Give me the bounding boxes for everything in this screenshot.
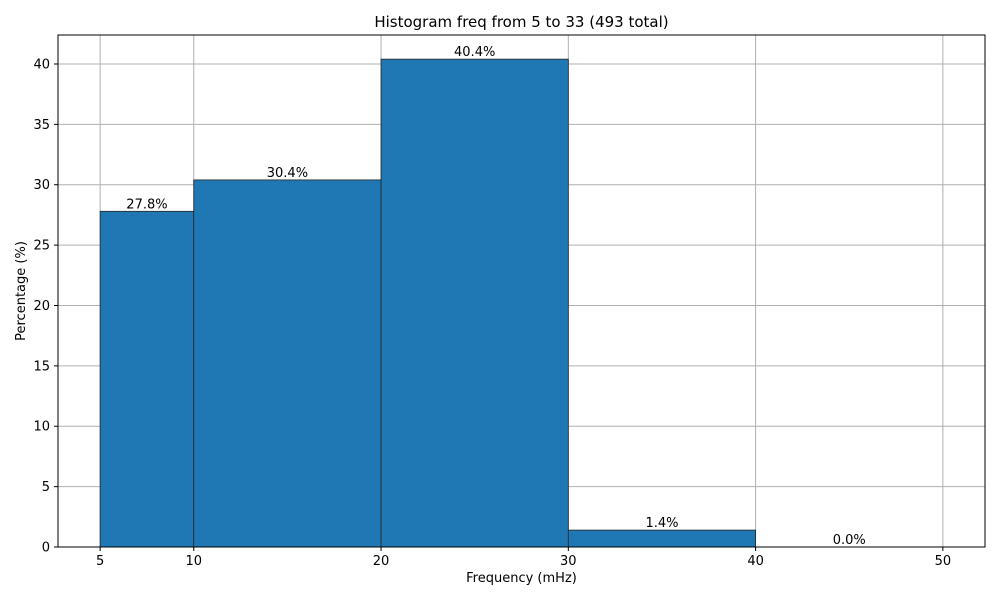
histogram-bar xyxy=(380,58,569,548)
plot-frame xyxy=(57,34,986,548)
bar-value-label: 1.4% xyxy=(645,516,678,531)
y-tick-label: 40 xyxy=(33,57,50,72)
histogram-bar xyxy=(193,179,382,548)
bar-value-label: 40.4% xyxy=(454,45,495,60)
y-tick-label: 10 xyxy=(33,420,50,435)
y-axis-label: Percentage (%) xyxy=(14,241,29,341)
x-tick-label: 40 xyxy=(747,554,764,569)
x-tick-label: 30 xyxy=(560,554,577,569)
bar-value-label: 27.8% xyxy=(126,197,167,212)
x-axis-label: Frequency (mHz) xyxy=(466,571,577,586)
bars xyxy=(99,58,756,548)
x-tick-label: 20 xyxy=(373,554,390,569)
y-tick-label: 20 xyxy=(33,299,50,314)
ticks: 5 10 20 30 40 50 0 5 10 15 20 25 30 35 40 xyxy=(33,57,951,569)
x-tick-label: 10 xyxy=(185,554,202,569)
y-tick-label: 0 xyxy=(42,541,50,556)
chart-title: Histogram freq from 5 to 33 (493 total) xyxy=(374,13,668,31)
y-tick-label: 25 xyxy=(33,239,50,254)
data-labels: 27.8% 30.4% 40.4% 1.4% 0.0% xyxy=(126,45,865,548)
y-tick-label: 15 xyxy=(33,359,50,374)
y-tick-label: 35 xyxy=(33,118,50,133)
y-tick-label: 5 xyxy=(42,480,50,495)
histogram-bar xyxy=(567,529,756,548)
bar-value-label: 0.0% xyxy=(833,533,866,548)
x-tick-label: 50 xyxy=(935,554,952,569)
y-tick-label: 30 xyxy=(33,178,50,193)
bar-value-label: 30.4% xyxy=(267,166,308,181)
histogram-bar xyxy=(99,210,195,548)
x-tick-label: 5 xyxy=(96,554,104,569)
